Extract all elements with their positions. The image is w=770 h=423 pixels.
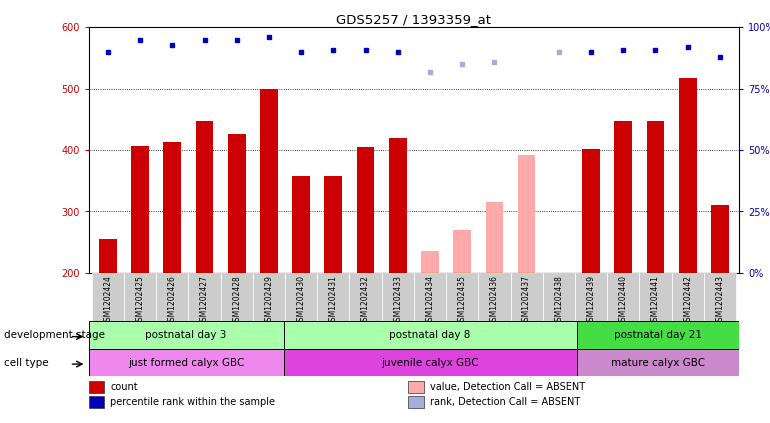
Bar bbox=[577, 321, 739, 349]
Text: GSM1202431: GSM1202431 bbox=[329, 275, 338, 326]
Bar bbox=[124, 273, 156, 321]
Bar bbox=[283, 349, 577, 376]
Text: GSM1202434: GSM1202434 bbox=[426, 275, 434, 326]
Text: value, Detection Call = ABSENT: value, Detection Call = ABSENT bbox=[430, 382, 584, 392]
Bar bbox=[163, 142, 181, 273]
Bar bbox=[577, 349, 739, 376]
Text: development stage: development stage bbox=[4, 330, 105, 340]
Bar bbox=[99, 239, 117, 273]
Text: GSM1202435: GSM1202435 bbox=[457, 275, 467, 326]
Text: GSM1202429: GSM1202429 bbox=[264, 275, 273, 326]
Text: GSM1202428: GSM1202428 bbox=[233, 275, 241, 326]
Text: rank, Detection Call = ABSENT: rank, Detection Call = ABSENT bbox=[430, 397, 580, 407]
Text: GSM1202430: GSM1202430 bbox=[296, 275, 306, 326]
Bar bbox=[92, 273, 124, 321]
Text: GSM1202425: GSM1202425 bbox=[136, 275, 145, 326]
Bar bbox=[189, 273, 221, 321]
Bar bbox=[414, 273, 446, 321]
Text: GSM1202433: GSM1202433 bbox=[393, 275, 402, 326]
Bar bbox=[156, 273, 189, 321]
Bar bbox=[446, 273, 478, 321]
Bar bbox=[607, 273, 639, 321]
Text: postnatal day 3: postnatal day 3 bbox=[146, 330, 227, 340]
Bar bbox=[671, 273, 704, 321]
Bar bbox=[543, 273, 575, 321]
Bar bbox=[486, 202, 504, 273]
Text: postnatal day 21: postnatal day 21 bbox=[614, 330, 702, 340]
Text: cell type: cell type bbox=[4, 358, 49, 368]
Text: GSM1202426: GSM1202426 bbox=[168, 275, 177, 326]
Bar bbox=[283, 321, 577, 349]
Bar bbox=[357, 147, 374, 273]
Text: GSM1202441: GSM1202441 bbox=[651, 275, 660, 326]
Text: GSM1202427: GSM1202427 bbox=[200, 275, 209, 326]
Text: GSM1202440: GSM1202440 bbox=[619, 275, 628, 326]
Text: count: count bbox=[110, 382, 138, 392]
Text: GSM1202432: GSM1202432 bbox=[361, 275, 370, 326]
Bar bbox=[647, 121, 665, 273]
Bar bbox=[478, 273, 511, 321]
Bar bbox=[711, 206, 728, 273]
Bar bbox=[639, 273, 671, 321]
Bar bbox=[517, 155, 535, 273]
Bar bbox=[131, 146, 149, 273]
Bar bbox=[89, 321, 283, 349]
Bar bbox=[324, 176, 342, 273]
Bar bbox=[285, 273, 317, 321]
Bar bbox=[350, 273, 382, 321]
Bar bbox=[221, 273, 253, 321]
Text: GSM1202436: GSM1202436 bbox=[490, 275, 499, 326]
Text: postnatal day 8: postnatal day 8 bbox=[390, 330, 470, 340]
Text: mature calyx GBC: mature calyx GBC bbox=[611, 358, 705, 368]
Text: percentile rank within the sample: percentile rank within the sample bbox=[110, 397, 275, 407]
Text: GSM1202438: GSM1202438 bbox=[554, 275, 564, 326]
Bar bbox=[382, 273, 414, 321]
Bar bbox=[575, 273, 607, 321]
Bar bbox=[679, 78, 697, 273]
Bar bbox=[511, 273, 543, 321]
Text: GSM1202442: GSM1202442 bbox=[683, 275, 692, 326]
Bar bbox=[228, 134, 246, 273]
Bar bbox=[196, 121, 213, 273]
Bar bbox=[421, 251, 439, 273]
Bar bbox=[253, 273, 285, 321]
Bar bbox=[89, 349, 283, 376]
Text: just formed calyx GBC: just formed calyx GBC bbox=[128, 358, 244, 368]
Text: GSM1202424: GSM1202424 bbox=[103, 275, 112, 326]
Bar bbox=[704, 273, 736, 321]
Text: GSM1202443: GSM1202443 bbox=[715, 275, 725, 326]
Bar bbox=[454, 230, 471, 273]
Bar bbox=[260, 89, 278, 273]
Bar bbox=[614, 121, 632, 273]
Bar bbox=[317, 273, 350, 321]
Text: juvenile calyx GBC: juvenile calyx GBC bbox=[381, 358, 479, 368]
Bar bbox=[389, 138, 407, 273]
Title: GDS5257 / 1393359_at: GDS5257 / 1393359_at bbox=[336, 14, 491, 26]
Text: GSM1202437: GSM1202437 bbox=[522, 275, 531, 326]
Text: GSM1202439: GSM1202439 bbox=[587, 275, 595, 326]
Bar bbox=[582, 149, 600, 273]
Bar bbox=[293, 176, 310, 273]
